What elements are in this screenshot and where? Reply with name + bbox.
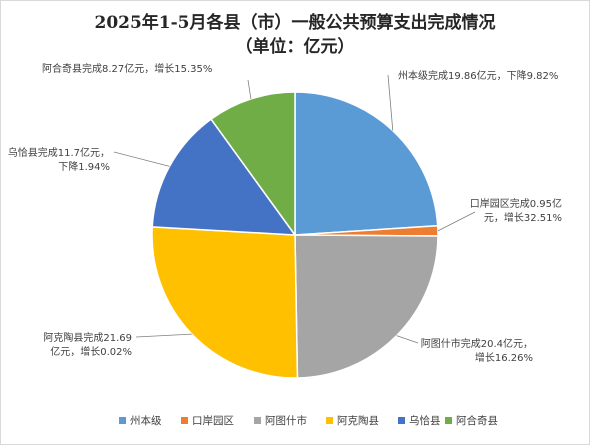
leader-line-1 (387, 74, 394, 131)
data-label-4: 亿元，增长0.02% (50, 345, 132, 358)
legend-label-3: 阿图什市 (265, 414, 307, 427)
legend-label-5: 乌恰县 (409, 414, 441, 427)
chart-title: 2025年1-5月各县（市）一般公共预算支出完成情况 (94, 13, 496, 33)
legend-label-6: 阿合奇县 (456, 414, 498, 427)
pie-slice-5 (151, 118, 297, 236)
data-label-2: 元，增长32.51% (484, 211, 562, 224)
leader-line-5 (113, 151, 170, 167)
legend-swatch-3 (254, 417, 261, 424)
legend-swatch-1 (119, 417, 126, 424)
legend-swatch-6 (445, 417, 452, 424)
legend-label-2: 口岸园区 (192, 415, 234, 427)
data-label-2: 口岸园区完成0.95亿 (470, 197, 562, 210)
pie-slice-3 (294, 234, 439, 379)
pie-slice-6 (210, 91, 296, 238)
data-label-4: 阿克陶县完成21.69 (43, 331, 132, 344)
legend: 州本级 口岸园区 阿图什市 阿克陶县 乌恰县 阿合奇县 (119, 414, 498, 427)
leader-line-4 (135, 333, 192, 338)
pie-slice-1 (294, 91, 439, 236)
legend-swatch-4 (326, 417, 333, 424)
leader-line-2 (437, 211, 476, 232)
legend-label-4: 阿克陶县 (337, 414, 379, 427)
chart-subtitle: （单位：亿元） (235, 37, 355, 57)
pie-slices (151, 91, 439, 379)
legend-label-1: 州本级 (130, 414, 162, 427)
pie-slice-4 (151, 226, 299, 379)
leader-lines (113, 74, 476, 344)
leader-line-6 (247, 79, 252, 100)
legend-swatch-5 (398, 417, 405, 424)
data-label-1: 州本级完成19.86亿元，下降9.82% (398, 69, 558, 82)
data-labels: 州本级完成19.86亿元，下降9.82% 口岸园区完成0.95亿元，增长32.51… (8, 62, 562, 364)
data-label-3: 增长16.26% (475, 351, 533, 364)
data-label-3: 阿图什市完成20.4亿元， (421, 337, 533, 350)
leader-line-3 (396, 335, 419, 344)
legend-swatch-2 (181, 417, 188, 424)
data-label-5: 乌恰县完成11.7亿元， (8, 146, 110, 159)
data-label-5: 下降1.94% (58, 160, 110, 173)
data-label-6: 阿合奇县完成8.27亿元，增长15.35% (42, 62, 212, 75)
